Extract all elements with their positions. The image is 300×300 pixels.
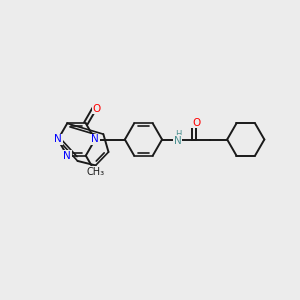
- Text: H: H: [175, 130, 181, 139]
- Text: N: N: [54, 134, 62, 145]
- Text: O: O: [192, 118, 200, 128]
- Text: N: N: [63, 151, 71, 160]
- Text: N: N: [174, 136, 182, 146]
- Text: N: N: [91, 134, 99, 145]
- Text: O: O: [93, 103, 101, 114]
- Text: CH₃: CH₃: [86, 167, 104, 177]
